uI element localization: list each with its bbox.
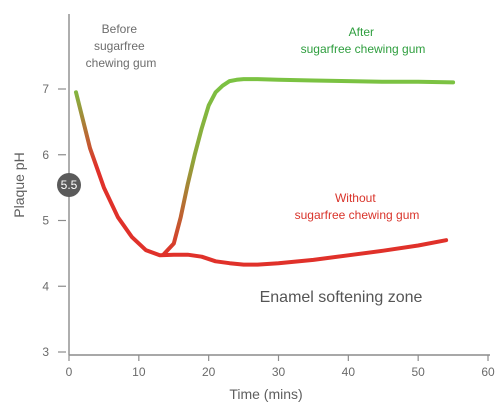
x-tick-label: 60	[481, 365, 495, 379]
x-tick-label: 20	[202, 365, 216, 379]
critical-ph-marker-label: 5.5	[61, 178, 78, 192]
y-axis-ticks: 3 4 5 6 7	[42, 82, 66, 359]
x-tick-label: 50	[411, 365, 425, 379]
x-axis-title: Time (mins)	[229, 386, 302, 402]
x-tick-label: 30	[272, 365, 286, 379]
y-axis-title: Plaque pH	[11, 152, 27, 217]
y-tick-label: 5	[42, 214, 49, 228]
x-tick-label: 10	[132, 365, 146, 379]
y-tick-label: 3	[42, 345, 49, 359]
y-tick-label: 7	[42, 82, 49, 96]
series-line-without-gum	[74, 90, 449, 267]
annotation-before: Before sugarfree chewing gum	[86, 22, 157, 70]
y-tick-label: 6	[42, 148, 49, 162]
x-tick-label: 40	[342, 365, 356, 379]
annotation-after: After sugarfree chewing gum	[301, 25, 426, 56]
x-axis-ticks: 0 10 20 30 40 50 60	[66, 355, 495, 379]
critical-ph-marker	[57, 173, 81, 197]
y-tick-label: 4	[42, 279, 49, 293]
annotation-without: Without sugarfree chewing gum	[295, 191, 420, 222]
series-line-after-gum	[161, 77, 456, 257]
enamel-softening-zone-label: Enamel softening zone	[260, 289, 423, 306]
x-tick-label: 0	[66, 365, 73, 379]
